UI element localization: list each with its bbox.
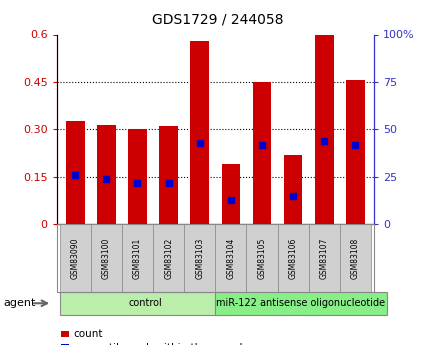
Text: GSM83100: GSM83100 (102, 237, 111, 278)
Text: GSM83102: GSM83102 (164, 237, 173, 278)
Text: count: count (73, 329, 102, 339)
Bar (97, 125, 115, 224)
Text: control: control (128, 298, 162, 308)
Text: agent: agent (3, 298, 36, 308)
Bar (190, 41, 209, 224)
Text: GSM83104: GSM83104 (226, 237, 235, 278)
Bar (221, 164, 240, 224)
Text: percentile rank within the sample: percentile rank within the sample (73, 343, 248, 345)
Text: GSM83107: GSM83107 (319, 237, 328, 278)
Text: GDS1729 / 244058: GDS1729 / 244058 (151, 12, 283, 26)
Bar (345, 80, 364, 224)
Text: GSM83108: GSM83108 (350, 237, 359, 278)
Bar (66, 121, 84, 224)
Text: miR-122 antisense oligonucleotide: miR-122 antisense oligonucleotide (216, 298, 385, 308)
Text: GSM83090: GSM83090 (71, 237, 79, 279)
Text: GSM83103: GSM83103 (195, 237, 204, 278)
Bar (314, 34, 333, 224)
Bar (252, 82, 271, 224)
Bar (128, 129, 147, 224)
Bar (283, 155, 302, 224)
Text: GSM83105: GSM83105 (257, 237, 266, 278)
Text: GSM83106: GSM83106 (288, 237, 297, 278)
Bar (159, 126, 178, 224)
Text: GSM83101: GSM83101 (133, 237, 141, 278)
